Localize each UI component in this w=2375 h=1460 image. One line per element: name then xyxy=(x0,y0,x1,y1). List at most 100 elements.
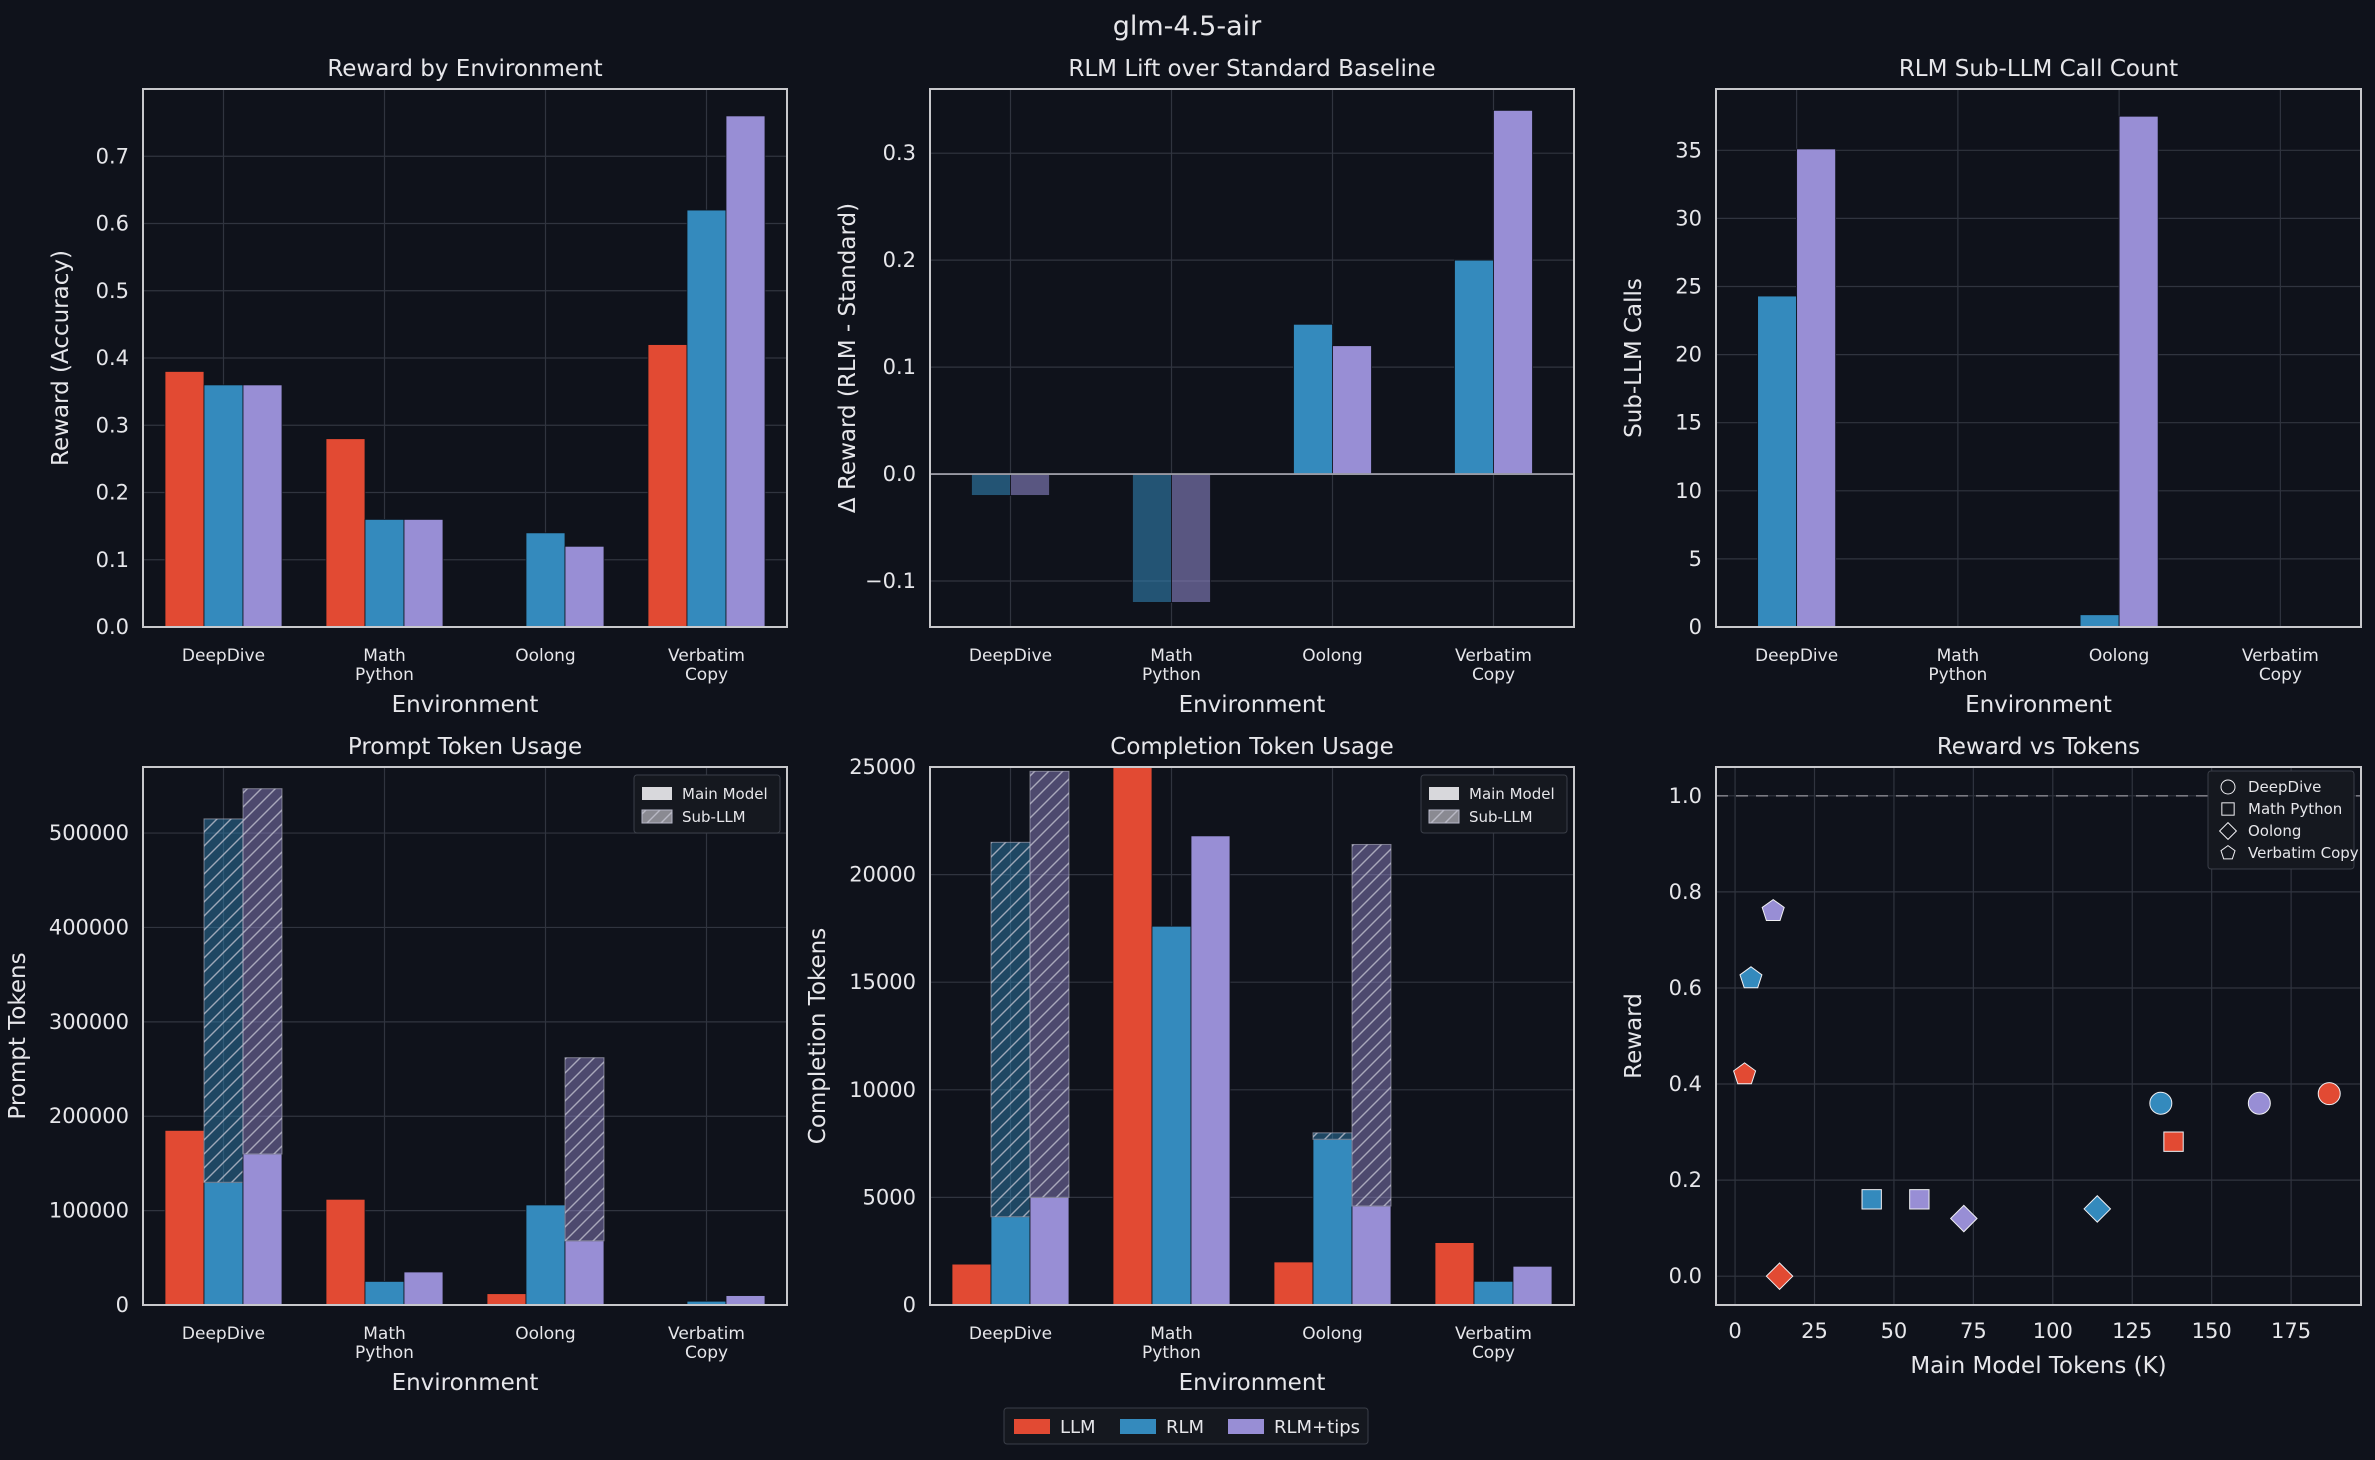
x-axis-label: Environment xyxy=(392,692,539,718)
legend-label: Sub-LLM xyxy=(682,808,746,826)
y-axis-label: Sub-LLM Calls xyxy=(1621,278,1647,438)
y-axis-label: Reward xyxy=(1621,993,1647,1079)
x-tick-label: 100 xyxy=(2033,1319,2073,1343)
legend-swatch-rlm-tips xyxy=(1228,1419,1264,1434)
bar-rlm-tips-math-python xyxy=(403,519,444,628)
bar-rlm-math-python xyxy=(1132,473,1172,603)
bar-rlm-deepdive xyxy=(1757,295,1798,628)
y-tick-label: 10 xyxy=(1675,479,1702,503)
bar-rlm-deepdive-sub xyxy=(203,818,244,1183)
bar-rlm-tips-deepdive-sub xyxy=(1029,770,1070,1198)
y-tick-label: 100000 xyxy=(49,1199,129,1223)
plot-frame xyxy=(929,88,1575,628)
legend-label: Oolong xyxy=(2248,822,2301,840)
bar-rlm-oolong xyxy=(2079,614,2120,628)
x-tick-label: Oolong xyxy=(2089,646,2149,666)
point-verbatim-copy-llm xyxy=(1733,1062,1757,1085)
y-tick-label: 400000 xyxy=(49,915,129,939)
legend-label: Math Python xyxy=(2248,800,2342,818)
legend-swatch-rlm xyxy=(1120,1419,1156,1434)
x-tick-line: Verbatim xyxy=(2242,646,2319,666)
point-deepdive-llm xyxy=(2317,1082,2341,1106)
point-math-python-rlm-tips xyxy=(1909,1189,1930,1210)
x-tick-label: Oolong xyxy=(515,1324,575,1344)
x-tick-line: Python xyxy=(355,665,414,685)
x-tick-line: Verbatim xyxy=(668,646,745,666)
legend-swatch-sub xyxy=(641,809,673,824)
x-axis-label: Main Model Tokens (K) xyxy=(1910,1353,2166,1379)
bar-llm-math-python xyxy=(325,438,366,628)
bar-llm-verbatim-copy xyxy=(647,344,688,628)
point-deepdive-rlm xyxy=(2149,1091,2173,1115)
x-tick-label: Verbatim Copy xyxy=(1455,1324,1532,1363)
y-tick-label: 0.4 xyxy=(96,346,129,370)
x-tick-line: DeepDive xyxy=(182,646,265,666)
bar-llm-deepdive-main xyxy=(951,1263,992,1306)
legend-label: LLM xyxy=(1060,1417,1096,1438)
y-tick-label: 500000 xyxy=(49,821,129,845)
point-verbatim-copy-rlm xyxy=(1739,966,1763,989)
y-axis-label: Δ Reward (RLM - Standard) xyxy=(835,203,861,513)
y-tick-label: 20000 xyxy=(849,863,916,887)
legend-marker-deepdive xyxy=(2220,779,2236,795)
plot-frame xyxy=(1715,88,2362,628)
x-tick-label: DeepDive xyxy=(182,1324,265,1344)
y-tick-label: 0.3 xyxy=(96,413,129,437)
bar-rlm-oolong xyxy=(1293,323,1333,475)
x-tick-line: Oolong xyxy=(1302,1324,1362,1344)
figure-title: glm-4.5-air xyxy=(1113,11,1262,42)
chart-completion: 0 5000 10000 15000 20000 25000 DeepDive Math Pyt… xyxy=(805,734,1575,1396)
bar-rlm-tips-deepdive xyxy=(242,384,283,628)
y-tick-label: 0 xyxy=(1689,615,1702,639)
plot-frame xyxy=(929,766,1575,1306)
bar-rlm-tips-math-python-main xyxy=(403,1271,444,1306)
legend: Main Model Sub-LLM xyxy=(1420,774,1568,834)
x-axis-label: Environment xyxy=(1179,692,1326,718)
chart-reward: 0.0 0.1 0.2 0.3 0.4 0.5 0.6 0.7 DeepDive Math Pyth… xyxy=(48,56,788,718)
legend-swatch-llm xyxy=(1014,1419,1050,1434)
bar-rlm-tips-oolong xyxy=(1332,345,1372,475)
bar-llm-math-python-main xyxy=(325,1198,366,1306)
x-tick-line: Math xyxy=(363,646,406,666)
bar-rlm-math-python xyxy=(364,519,405,628)
bar-rlm-verbatim-copy xyxy=(686,209,727,628)
x-tick-line: Python xyxy=(1142,1343,1201,1363)
bar-rlm-tips-oolong xyxy=(2118,115,2159,628)
y-axis-label: Completion Tokens xyxy=(805,928,831,1144)
chart-subcalls: 0 5 10 15 20 25 30 35 DeepDive Math Python Oolong Ve… xyxy=(1621,56,2362,718)
legend-label: Verbatim Copy xyxy=(2248,844,2359,862)
x-tick-label: Math Python xyxy=(1142,646,1201,685)
point-verbatim-copy-rlm-tips xyxy=(1761,898,1785,921)
legend-label: RLM+tips xyxy=(1274,1417,1360,1438)
point-oolong-rlm-tips xyxy=(1949,1204,1978,1233)
x-tick-label: 50 xyxy=(1881,1319,1908,1343)
bar-rlm-tips-math-python xyxy=(1171,473,1211,603)
y-tick-label: 0.7 xyxy=(96,144,129,168)
x-tick-line: DeepDive xyxy=(182,1324,265,1344)
point-math-python-rlm xyxy=(1861,1189,1882,1210)
y-axis-label: Reward (Accuracy) xyxy=(48,250,74,466)
x-tick-label: Math Python xyxy=(1142,1324,1201,1363)
bar-llm-oolong-main xyxy=(486,1293,527,1306)
x-tick-label: Verbatim Copy xyxy=(668,1324,745,1363)
bar-rlm-tips-oolong-main xyxy=(564,1240,605,1306)
y-tick-label: 0.6 xyxy=(96,212,129,236)
x-tick-line: Math xyxy=(1937,646,1980,666)
x-tick-line: Python xyxy=(1142,665,1201,685)
y-tick-label: 300000 xyxy=(49,1010,129,1034)
y-tick-label: 5000 xyxy=(863,1185,916,1209)
chart-title: RLM Lift over Standard Baseline xyxy=(1068,56,1435,82)
y-tick-label: 0.6 xyxy=(1669,976,1702,1000)
legend-marker-square-icon xyxy=(2221,802,2235,816)
bar-llm-deepdive-main xyxy=(164,1129,205,1306)
x-tick-label: Verbatim Copy xyxy=(2242,646,2319,685)
legend: Main Model Sub-LLM xyxy=(633,774,781,834)
legend-marker-math-python xyxy=(2221,802,2235,816)
bottom-legend: LLM RLM RLM+tips xyxy=(1003,1407,1369,1445)
legend-label: RLM xyxy=(1166,1417,1204,1438)
y-tick-label: 0.2 xyxy=(96,481,129,505)
bar-rlm-tips-verbatim-copy-main xyxy=(1512,1265,1553,1306)
plot-frame xyxy=(1715,766,2362,1306)
x-tick-line: DeepDive xyxy=(1755,646,1838,666)
chart-title: Reward by Environment xyxy=(327,56,602,82)
